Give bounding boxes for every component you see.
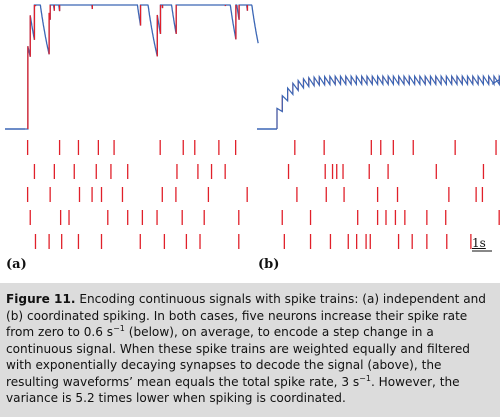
waveform-trace — [276, 74, 500, 129]
scale-bar-label: 1s — [472, 236, 486, 250]
panel-b-label: (b) — [258, 257, 280, 272]
caption-superscript-2: −1 — [359, 373, 371, 383]
panel-a-spike-raster — [26, 140, 248, 249]
figure-caption: Figure 11. Encoding continuous signals w… — [6, 291, 496, 407]
panel-b-decoded-waveform — [257, 74, 500, 130]
waveform-trace — [25, 4, 259, 130]
caption-background — [0, 283, 500, 417]
panel-a — [5, 4, 259, 249]
caption-text-2: (below), on average, to encode a step ch… — [6, 325, 470, 389]
caption-text-3: . However, the variance is 5.2 times low… — [6, 374, 460, 406]
panel-a-label: (a) — [6, 257, 27, 272]
panel-a-decoded-waveform — [5, 4, 259, 130]
figure-graphic — [5, 4, 500, 252]
caption-text-1: Encoding continuous signals with spike t… — [6, 292, 486, 339]
caption-figure-label: Figure 11. — [6, 292, 76, 306]
caption-superscript-1: −1 — [113, 323, 125, 333]
panel-b-spike-raster — [281, 140, 500, 249]
panel-b — [257, 74, 500, 249]
